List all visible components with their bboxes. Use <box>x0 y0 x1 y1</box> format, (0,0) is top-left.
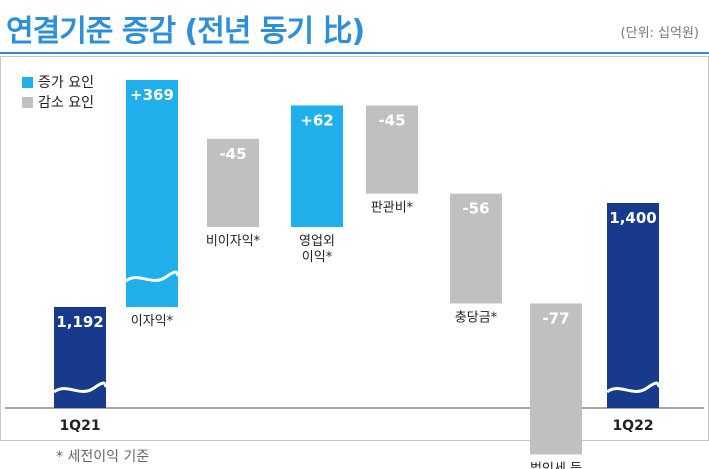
break-mark-0 <box>53 381 107 394</box>
legend-label-increase: 증가 요인 <box>38 75 94 91</box>
footnote: * 세전이익 기준 <box>56 449 150 465</box>
category-label-0: 1Q21 <box>59 418 100 434</box>
bar-4 <box>366 105 418 194</box>
category-label-6: 법인세 등 <box>530 461 582 469</box>
page-title: 연결기준 증감 (전년 동기 比) <box>6 14 365 49</box>
legend-swatch-increase <box>22 76 33 88</box>
bar-5 <box>450 193 502 304</box>
bar-6 <box>530 303 582 455</box>
legend-swatch-decrease <box>22 96 33 108</box>
value-label-0: 1,192 <box>56 313 103 331</box>
category-label-3-1: 이익* <box>302 250 333 265</box>
value-label-7: 1,400 <box>609 209 656 227</box>
value-label-4: -45 <box>378 111 405 129</box>
category-label-5: 충당금* <box>455 310 498 325</box>
break-mark-7 <box>606 381 660 394</box>
category-label-2: 비이자익* <box>206 234 261 249</box>
legend-item-decrease: 감소 요인 <box>22 92 94 112</box>
legend: 증가 요인 감소 요인 <box>22 72 94 112</box>
value-label-3: +62 <box>300 111 333 129</box>
chart-frame <box>0 56 709 441</box>
unit-label: (단위: 십억원) <box>620 26 699 41</box>
bar-2 <box>207 138 259 227</box>
title-divider <box>0 52 709 54</box>
bar-1 <box>126 80 178 307</box>
legend-item-increase: 증가 요인 <box>22 72 94 92</box>
category-label-7: 1Q22 <box>612 418 653 434</box>
value-label-2: -45 <box>219 145 246 163</box>
value-label-5: -56 <box>462 200 489 218</box>
category-label-3: 영업외 <box>299 234 335 249</box>
bar-3 <box>291 105 343 227</box>
category-label-4: 판관비* <box>371 201 414 216</box>
value-label-1: +369 <box>130 86 174 104</box>
legend-label-decrease: 감소 요인 <box>38 95 94 111</box>
break-mark-1 <box>125 270 179 283</box>
value-label-6: -77 <box>542 309 569 327</box>
bar-7 <box>607 203 659 408</box>
category-label-1: 이자익* <box>131 314 174 329</box>
